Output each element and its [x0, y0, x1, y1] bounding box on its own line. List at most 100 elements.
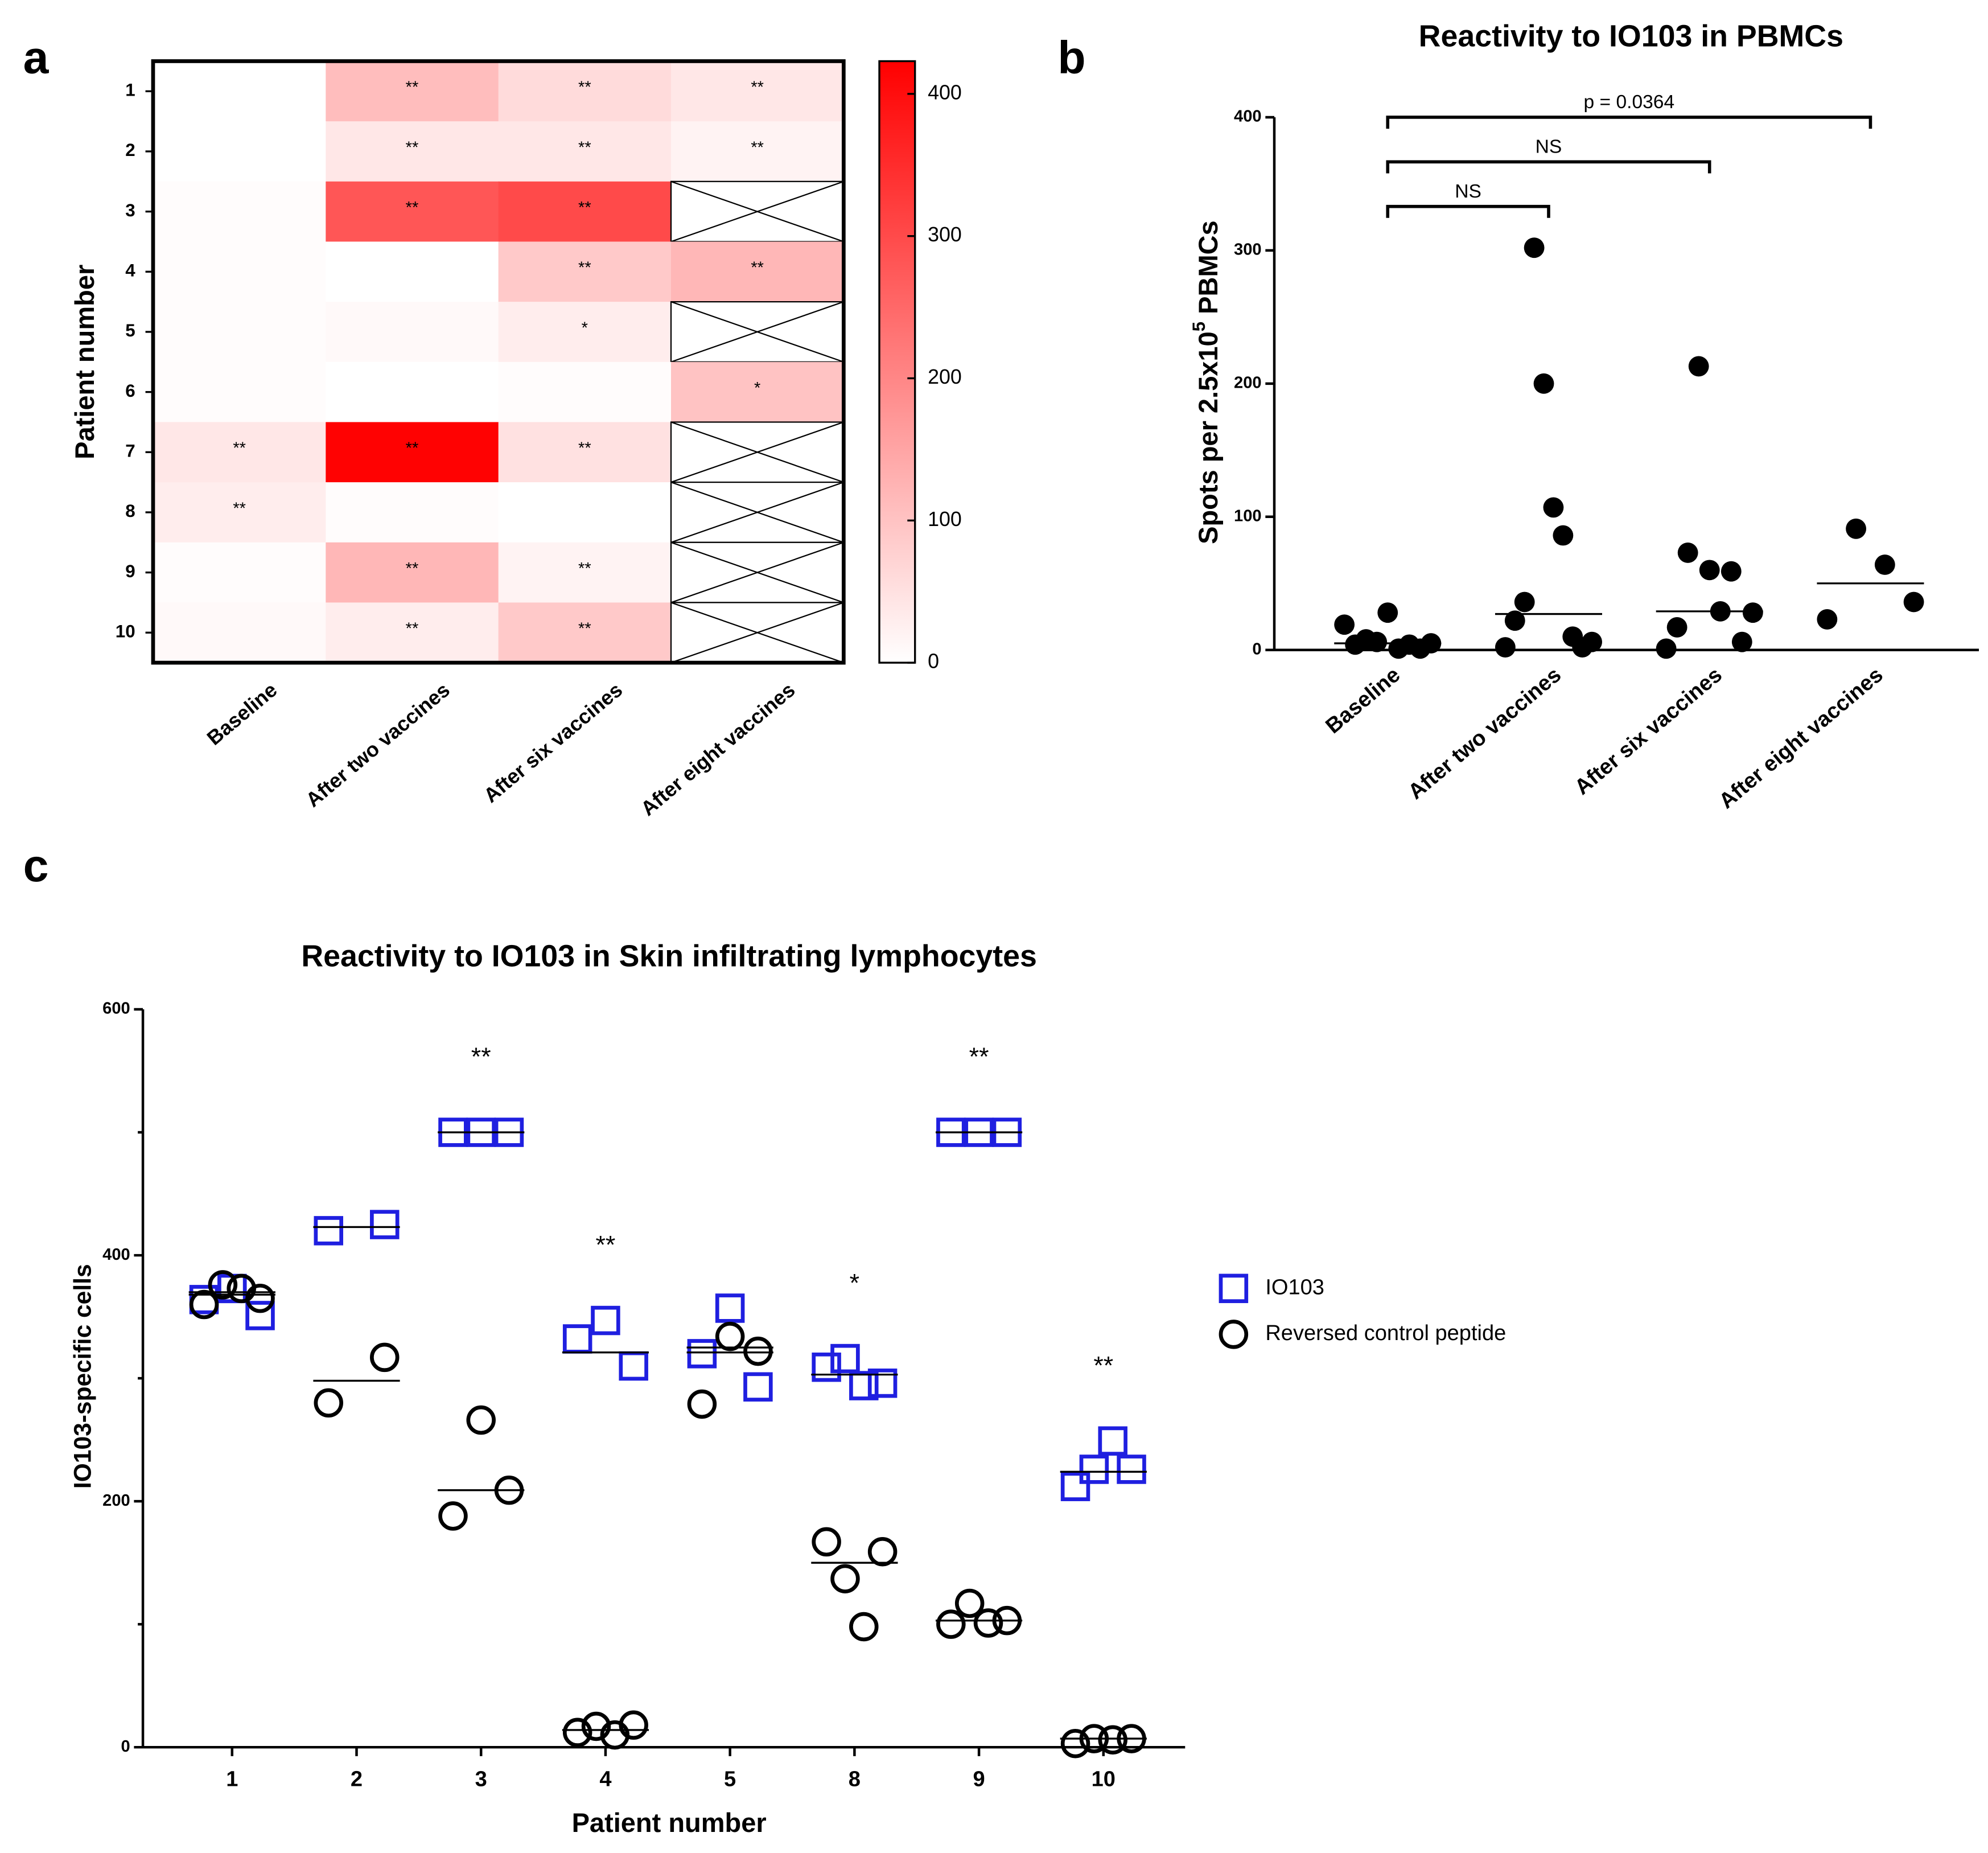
point	[687, 1389, 717, 1419]
significance-label: **	[406, 79, 419, 97]
point	[1553, 525, 1574, 546]
significance-label: **	[406, 138, 419, 157]
heatmap-cell	[326, 241, 499, 303]
heatmap-cell	[498, 61, 672, 122]
point	[245, 1283, 275, 1313]
y-tick-label: 0	[1252, 640, 1261, 658]
point	[370, 1342, 400, 1373]
heatmap-cell	[153, 482, 327, 543]
heatmap-cell	[498, 181, 672, 243]
significance-label: **	[578, 560, 591, 578]
y-tick-label: 4	[125, 261, 135, 281]
y-tick-label: 200	[102, 1492, 130, 1510]
heatmap-cell	[326, 542, 499, 603]
significance-label: *	[754, 379, 760, 397]
point	[245, 1301, 275, 1330]
significance-label: **	[578, 620, 591, 638]
heatmap-cell	[326, 121, 499, 182]
point	[936, 1609, 966, 1639]
point	[1688, 356, 1709, 377]
x-tick-label: 1	[226, 1767, 238, 1791]
point	[1533, 373, 1554, 394]
point	[1903, 591, 1924, 613]
legend-marker	[1219, 1273, 1249, 1304]
significance-label: **	[406, 199, 419, 217]
y-tick-label: 200	[1234, 374, 1262, 392]
significance-label: **	[578, 439, 591, 458]
legend-marker	[1219, 1320, 1249, 1349]
heatmap-cell	[326, 61, 499, 122]
comparison-bracket	[1386, 204, 1550, 218]
x-tick-label: After two vaccines	[302, 679, 454, 812]
point	[687, 1339, 717, 1369]
x-tick-label: After six vaccines	[1570, 663, 1727, 799]
point	[591, 1305, 620, 1336]
point	[562, 1324, 592, 1354]
chart-title: Reactivity to IO103 in PBMCs	[1419, 19, 1843, 53]
heatmap-cell	[498, 602, 672, 664]
point	[867, 1536, 898, 1567]
significance-label: **	[578, 259, 591, 277]
heatmap-cell	[326, 422, 499, 483]
significance-label: **	[578, 79, 591, 97]
comparison-bracket	[1386, 160, 1711, 174]
y-tick-label: 6	[125, 381, 135, 401]
point	[208, 1270, 238, 1300]
no-data-cross	[670, 301, 844, 363]
x-tick-label: Baseline	[1322, 663, 1405, 738]
no-data-cross	[670, 602, 844, 664]
heatmap-cell	[498, 542, 672, 603]
significance-label: **	[233, 499, 246, 517]
panel-label: b	[1057, 32, 1085, 84]
point	[1582, 631, 1603, 652]
x-tick-label: 9	[973, 1767, 985, 1791]
heatmap-cell	[153, 602, 327, 664]
point	[830, 1343, 860, 1374]
y-tick-label: 400	[1234, 108, 1262, 126]
legend-label: IO103	[1265, 1275, 1324, 1299]
significance-label: **	[578, 199, 591, 217]
x-tick-label: After six vaccines	[479, 679, 627, 807]
x-tick-label: 4	[599, 1767, 611, 1791]
point	[1060, 1472, 1090, 1501]
point	[715, 1293, 745, 1323]
significance-label: **	[751, 138, 764, 157]
y-tick-label: 0	[121, 1737, 130, 1756]
x-tick-label: After eight vaccines	[1715, 663, 1888, 813]
point	[466, 1405, 496, 1435]
point	[314, 1388, 343, 1418]
point	[849, 1371, 879, 1400]
heatmap-cell	[498, 121, 672, 182]
point	[314, 1216, 343, 1246]
point	[1731, 631, 1752, 652]
x-tick-label: Baseline	[203, 679, 282, 750]
y-axis-label: Spots per 2.5x105 PBMCs	[1189, 220, 1223, 544]
significance-label: **	[751, 259, 764, 277]
no-data-cross	[670, 541, 844, 603]
point	[1666, 617, 1687, 638]
heatmap-cell	[153, 302, 327, 363]
point	[1742, 602, 1763, 623]
heatmap-cell	[153, 361, 327, 423]
y-axis-label: IO103-specific cells	[69, 1264, 96, 1489]
point	[1543, 497, 1564, 518]
point	[1098, 1725, 1127, 1755]
heatmap-cell	[326, 482, 499, 543]
no-data-cross	[670, 421, 844, 483]
y-axis-label-part: 5	[1189, 322, 1209, 331]
heatmap-cell	[153, 181, 327, 243]
panel-label: c	[23, 840, 49, 891]
point	[1334, 614, 1355, 635]
heatmap-cell	[153, 121, 327, 182]
significance-label: **	[406, 560, 419, 578]
y-tick-label: 400	[102, 1246, 130, 1264]
x-tick-label: After two vaccines	[1404, 663, 1566, 804]
x-axis-label: Patient number	[572, 1807, 767, 1838]
point	[849, 1612, 879, 1642]
colorbar-tick-label: 100	[928, 508, 962, 531]
y-tick-label: 1	[125, 80, 135, 100]
point	[1367, 631, 1388, 652]
no-data-cross	[670, 482, 844, 543]
heatmap-cell	[671, 361, 845, 423]
